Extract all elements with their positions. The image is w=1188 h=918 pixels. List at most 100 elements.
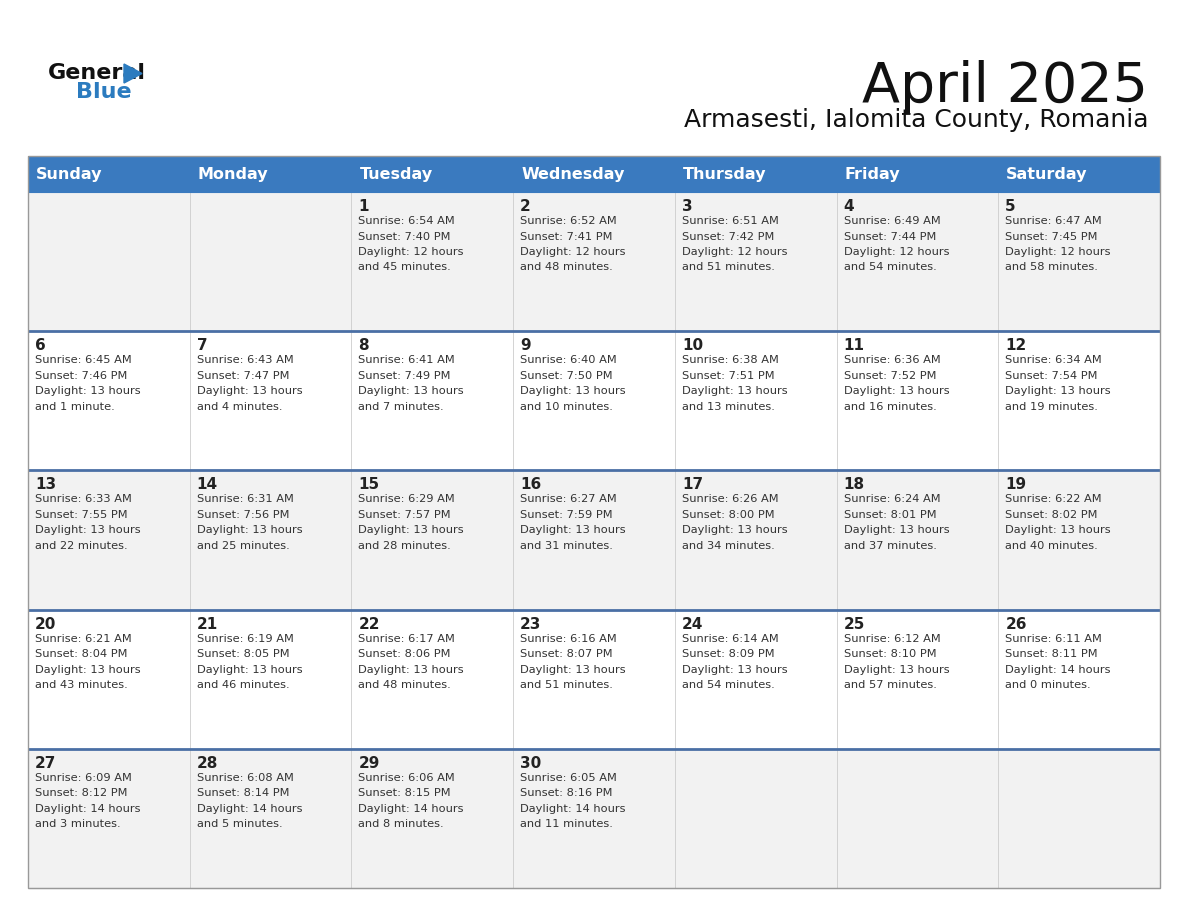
Text: and 31 minutes.: and 31 minutes. xyxy=(520,541,613,551)
Text: 20: 20 xyxy=(34,617,56,632)
Text: Sunrise: 6:52 AM: Sunrise: 6:52 AM xyxy=(520,216,617,226)
Text: and 1 minute.: and 1 minute. xyxy=(34,402,115,411)
Text: and 46 minutes.: and 46 minutes. xyxy=(197,680,290,690)
Text: and 8 minutes.: and 8 minutes. xyxy=(359,819,444,829)
Text: and 54 minutes.: and 54 minutes. xyxy=(843,263,936,273)
Text: Daylight: 13 hours: Daylight: 13 hours xyxy=(34,665,140,675)
Text: Sunset: 8:11 PM: Sunset: 8:11 PM xyxy=(1005,649,1098,659)
Text: Sunrise: 6:09 AM: Sunrise: 6:09 AM xyxy=(34,773,132,783)
Text: Sunset: 8:05 PM: Sunset: 8:05 PM xyxy=(197,649,290,659)
Text: Saturday: Saturday xyxy=(1006,166,1088,182)
Text: Thursday: Thursday xyxy=(683,166,766,182)
Text: Daylight: 13 hours: Daylight: 13 hours xyxy=(1005,386,1111,397)
Text: 17: 17 xyxy=(682,477,703,492)
Text: Daylight: 13 hours: Daylight: 13 hours xyxy=(359,665,465,675)
Text: Daylight: 14 hours: Daylight: 14 hours xyxy=(359,804,465,813)
Text: and 51 minutes.: and 51 minutes. xyxy=(682,263,775,273)
Text: Sunrise: 6:49 AM: Sunrise: 6:49 AM xyxy=(843,216,941,226)
Text: 4: 4 xyxy=(843,199,854,214)
Text: and 5 minutes.: and 5 minutes. xyxy=(197,819,283,829)
Text: Sunrise: 6:26 AM: Sunrise: 6:26 AM xyxy=(682,495,778,504)
Text: Sunrise: 6:21 AM: Sunrise: 6:21 AM xyxy=(34,633,132,644)
Text: Daylight: 13 hours: Daylight: 13 hours xyxy=(520,386,626,397)
Text: Sunday: Sunday xyxy=(36,166,102,182)
Text: 1: 1 xyxy=(359,199,369,214)
Text: 16: 16 xyxy=(520,477,542,492)
Text: Daylight: 13 hours: Daylight: 13 hours xyxy=(34,386,140,397)
Text: and 25 minutes.: and 25 minutes. xyxy=(197,541,290,551)
Text: 11: 11 xyxy=(843,338,865,353)
Bar xyxy=(29,156,1159,192)
Text: and 34 minutes.: and 34 minutes. xyxy=(682,541,775,551)
Text: Sunset: 7:56 PM: Sunset: 7:56 PM xyxy=(197,509,289,520)
Text: Daylight: 13 hours: Daylight: 13 hours xyxy=(197,665,302,675)
Text: General: General xyxy=(48,63,146,83)
Text: Sunset: 8:06 PM: Sunset: 8:06 PM xyxy=(359,649,451,659)
Text: and 48 minutes.: and 48 minutes. xyxy=(359,680,451,690)
Bar xyxy=(29,156,1159,888)
Text: Daylight: 14 hours: Daylight: 14 hours xyxy=(1005,665,1111,675)
Text: 23: 23 xyxy=(520,617,542,632)
Bar xyxy=(29,610,1159,749)
Text: Sunset: 7:47 PM: Sunset: 7:47 PM xyxy=(197,371,289,381)
Text: Daylight: 13 hours: Daylight: 13 hours xyxy=(682,386,788,397)
Text: and 13 minutes.: and 13 minutes. xyxy=(682,402,775,411)
Polygon shape xyxy=(124,64,143,83)
Text: Sunset: 7:52 PM: Sunset: 7:52 PM xyxy=(843,371,936,381)
Text: 21: 21 xyxy=(197,617,217,632)
Text: and 45 minutes.: and 45 minutes. xyxy=(359,263,451,273)
Text: Daylight: 12 hours: Daylight: 12 hours xyxy=(359,247,465,257)
Text: and 7 minutes.: and 7 minutes. xyxy=(359,402,444,411)
Text: and 54 minutes.: and 54 minutes. xyxy=(682,680,775,690)
Text: Sunrise: 6:08 AM: Sunrise: 6:08 AM xyxy=(197,773,293,783)
Text: 26: 26 xyxy=(1005,617,1026,632)
Text: Sunset: 7:41 PM: Sunset: 7:41 PM xyxy=(520,231,613,241)
Text: Sunrise: 6:24 AM: Sunrise: 6:24 AM xyxy=(843,495,940,504)
Text: Sunset: 8:02 PM: Sunset: 8:02 PM xyxy=(1005,509,1098,520)
Text: and 28 minutes.: and 28 minutes. xyxy=(359,541,451,551)
Text: Daylight: 13 hours: Daylight: 13 hours xyxy=(1005,525,1111,535)
Text: Sunset: 8:04 PM: Sunset: 8:04 PM xyxy=(34,649,127,659)
Text: Sunrise: 6:12 AM: Sunrise: 6:12 AM xyxy=(843,633,941,644)
Text: Daylight: 13 hours: Daylight: 13 hours xyxy=(520,665,626,675)
Text: Sunrise: 6:38 AM: Sunrise: 6:38 AM xyxy=(682,355,778,365)
Text: Sunrise: 6:05 AM: Sunrise: 6:05 AM xyxy=(520,773,617,783)
Text: Sunset: 8:01 PM: Sunset: 8:01 PM xyxy=(843,509,936,520)
Text: and 22 minutes.: and 22 minutes. xyxy=(34,541,127,551)
Text: Daylight: 14 hours: Daylight: 14 hours xyxy=(520,804,626,813)
Text: Sunset: 7:55 PM: Sunset: 7:55 PM xyxy=(34,509,127,520)
Text: Sunset: 8:07 PM: Sunset: 8:07 PM xyxy=(520,649,613,659)
Text: Daylight: 13 hours: Daylight: 13 hours xyxy=(682,525,788,535)
Text: and 37 minutes.: and 37 minutes. xyxy=(843,541,936,551)
Text: Daylight: 13 hours: Daylight: 13 hours xyxy=(197,386,302,397)
Text: Sunset: 8:16 PM: Sunset: 8:16 PM xyxy=(520,789,613,799)
Text: 8: 8 xyxy=(359,338,369,353)
Text: 25: 25 xyxy=(843,617,865,632)
Text: Sunrise: 6:06 AM: Sunrise: 6:06 AM xyxy=(359,773,455,783)
Text: Sunset: 7:49 PM: Sunset: 7:49 PM xyxy=(359,371,451,381)
Text: and 16 minutes.: and 16 minutes. xyxy=(843,402,936,411)
Text: 13: 13 xyxy=(34,477,56,492)
Text: Sunrise: 6:47 AM: Sunrise: 6:47 AM xyxy=(1005,216,1102,226)
Text: 3: 3 xyxy=(682,199,693,214)
Text: 28: 28 xyxy=(197,756,219,771)
Text: and 43 minutes.: and 43 minutes. xyxy=(34,680,128,690)
Bar xyxy=(29,470,1159,610)
Text: and 4 minutes.: and 4 minutes. xyxy=(197,402,283,411)
Text: Daylight: 13 hours: Daylight: 13 hours xyxy=(843,386,949,397)
Text: Sunset: 8:14 PM: Sunset: 8:14 PM xyxy=(197,789,289,799)
Text: Daylight: 12 hours: Daylight: 12 hours xyxy=(1005,247,1111,257)
Text: 12: 12 xyxy=(1005,338,1026,353)
Text: Daylight: 14 hours: Daylight: 14 hours xyxy=(34,804,140,813)
Text: and 58 minutes.: and 58 minutes. xyxy=(1005,263,1098,273)
Text: Sunrise: 6:16 AM: Sunrise: 6:16 AM xyxy=(520,633,617,644)
Text: 18: 18 xyxy=(843,477,865,492)
Text: Sunrise: 6:43 AM: Sunrise: 6:43 AM xyxy=(197,355,293,365)
Text: Daylight: 13 hours: Daylight: 13 hours xyxy=(34,525,140,535)
Text: 9: 9 xyxy=(520,338,531,353)
Text: Sunset: 8:15 PM: Sunset: 8:15 PM xyxy=(359,789,451,799)
Text: Daylight: 13 hours: Daylight: 13 hours xyxy=(843,665,949,675)
Text: Daylight: 13 hours: Daylight: 13 hours xyxy=(359,525,465,535)
Text: Sunset: 8:09 PM: Sunset: 8:09 PM xyxy=(682,649,775,659)
Text: Sunset: 7:57 PM: Sunset: 7:57 PM xyxy=(359,509,451,520)
